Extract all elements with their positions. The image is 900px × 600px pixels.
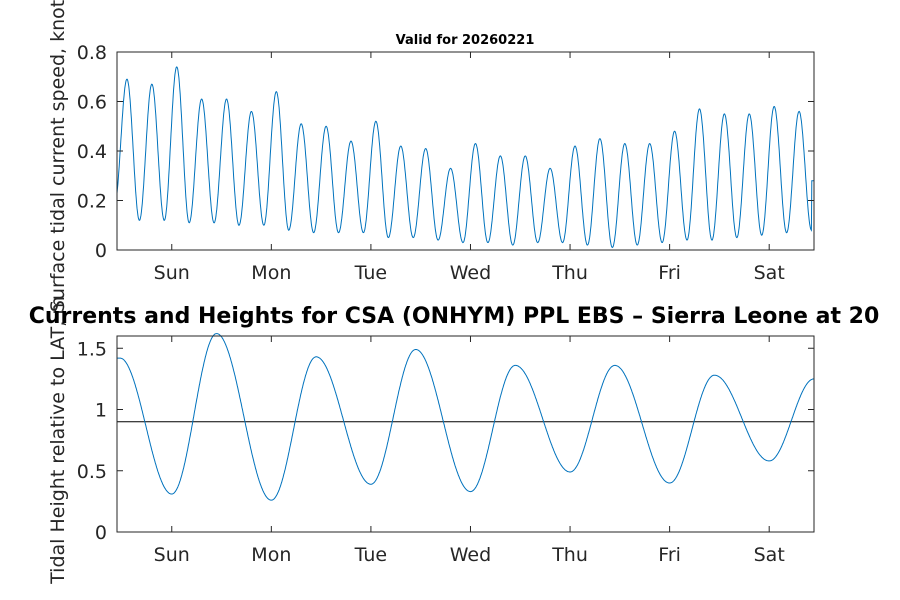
x-tick-label: Thu (551, 262, 588, 284)
x-tick-label: Tue (354, 544, 387, 566)
y-tick-label: 0.2 (77, 191, 107, 213)
x-tick-label: Thu (551, 544, 588, 566)
current-y-axis-label: Surface tidal current speed, knots (47, 0, 69, 312)
y-tick-label: 0.5 (77, 461, 107, 483)
current-chart-title: Valid for 20260221 (396, 33, 535, 48)
x-tick-label: Mon (251, 262, 291, 284)
current-plot-area (117, 52, 814, 250)
y-tick-label: 1.5 (77, 338, 107, 360)
tidal-height-panel: 0 0.5 1 1.5 Sun Mon Tue Wed Thu Fri Sat Tidal Hei… (47, 296, 815, 585)
x-tick-label: Tue (354, 262, 387, 284)
x-tick-label: Fri (658, 262, 681, 284)
x-tick-label: Fri (658, 544, 681, 566)
x-tick-label: Wed (450, 262, 491, 284)
y-tick-label: 0.8 (77, 42, 107, 64)
height-plot-frame (116, 335, 815, 533)
x-tick-label: Sat (754, 544, 785, 566)
y-tick-label: 0.4 (77, 141, 107, 163)
y-tick-label: 0 (95, 522, 107, 544)
x-tick-label: Sun (154, 262, 190, 284)
y-tick-label: 0 (95, 240, 107, 262)
y-tick-label: 0.6 (77, 92, 107, 114)
height-y-axis-label: Tidal Height relative to LAT, m (47, 296, 69, 585)
x-tick-label: Sat (754, 262, 785, 284)
main-chart-title: Currents and Heights for CSA (ONHYM) PPL… (29, 304, 880, 329)
x-tick-label: Mon (251, 544, 291, 566)
current-speed-panel: Valid for 20260221 0 0.2 0.4 0.6 0.8 Sun Mon T… (47, 0, 815, 312)
current-speed-line (116, 66, 814, 249)
tidal-height-line (117, 333, 814, 501)
x-tick-label: Wed (450, 544, 491, 566)
y-tick-label: 1 (95, 400, 107, 422)
x-tick-label: Sun (154, 544, 190, 566)
height-plot-area (117, 336, 814, 532)
